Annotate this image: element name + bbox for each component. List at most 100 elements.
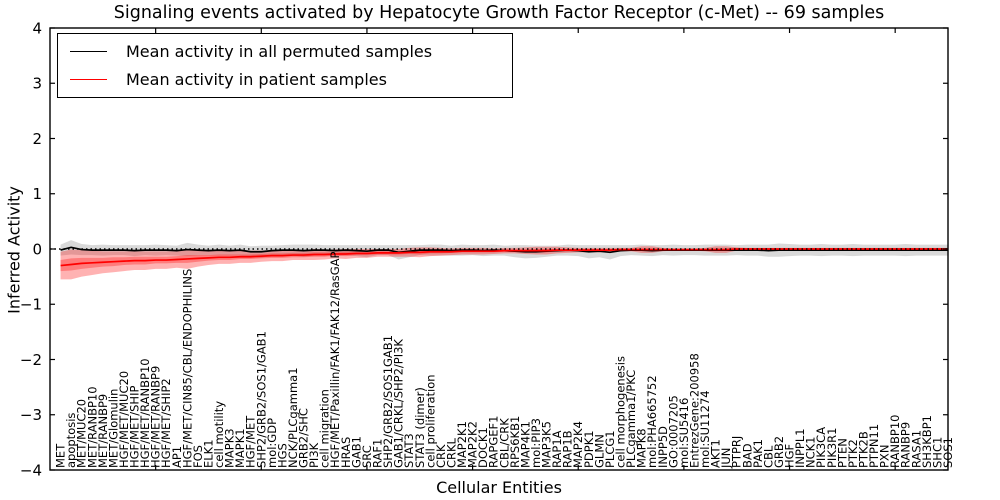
x-category-label: HGF/MET/RANBP9: [149, 366, 163, 468]
y-tick-label: 2: [32, 130, 42, 148]
x-category-label: mol:GDP: [265, 418, 279, 468]
x-category-label: HGF/MET/SHIP: [128, 386, 142, 468]
x-category-label: cell motility: [212, 401, 226, 468]
x-category-label: mol:PHA665752: [645, 375, 659, 468]
x-category-label: GLMN: [592, 434, 606, 468]
patient-inner-band: [60, 248, 949, 272]
x-category-label: HGF/MET/MUC20: [117, 371, 131, 468]
x-category-label: HGS: [275, 443, 289, 468]
x-category-label: MAP2K2: [466, 421, 480, 468]
x-category-label: MET/Glomulin: [106, 389, 120, 468]
y-tick-label: −1: [20, 296, 42, 314]
x-category-label: STAT3 (dimer): [413, 387, 427, 468]
x-category-label: NCK1: [804, 437, 818, 469]
x-category-label: PTK2: [846, 439, 860, 468]
x-category-label: MAP4K1: [518, 421, 532, 468]
legend-label-permuted: Mean activity in all permuted samples: [126, 41, 433, 61]
x-category-label: CBL: [761, 445, 775, 468]
x-category-label: JUN: [719, 448, 733, 469]
x-category-label: AP1: [170, 446, 184, 468]
x-category-label: HGF/MET/SHIP2: [159, 378, 173, 468]
x-category-label: cell proliferation: [423, 374, 437, 468]
x-category-label: PIK3R1: [825, 428, 839, 469]
x-category-label: SHP2/GRB2/SOS1/GAB1: [254, 331, 268, 468]
x-category-label: HGF/MET/CIN85/CBL/ENDOPHILINS: [180, 269, 194, 468]
patient-std-band: [60, 246, 949, 280]
x-category-label: MET/RANBP9: [96, 394, 110, 468]
legend-label-patient: Mean activity in patient samples: [126, 69, 387, 89]
x-category-label: RAP1B: [561, 430, 575, 468]
x-category-label: HGF/MET/Paxillin/FAK1/FAK12/RasGAP: [328, 251, 342, 468]
x-category-label: MAPK3: [223, 428, 237, 468]
x-category-label: apoptosis: [64, 413, 78, 468]
x-category-labels: METapoptosisMET/MUC20MET/RANBP10MET/RANB…: [54, 251, 955, 469]
x-category-label: CBL/CRK: [497, 418, 511, 468]
y-tick-label: 4: [32, 19, 42, 37]
x-category-label: PTPN11: [867, 424, 881, 468]
x-category-label: BAD: [740, 443, 754, 468]
x-category-label: CRK: [434, 444, 448, 468]
x-category-label: PLCgamma1/PKC: [624, 370, 638, 468]
x-category-label: GRB2: [772, 436, 786, 468]
x-category-label: RAPGEF1: [487, 416, 501, 468]
x-category-label: FOS: [191, 445, 205, 468]
x-category-label: MAPK8: [635, 428, 649, 468]
x-category-label: PLCG1: [603, 430, 617, 468]
x-category-label: SOS1: [941, 437, 955, 468]
x-category-label: MAP3K5: [540, 421, 554, 468]
x-category-label: SH3KBP1: [920, 415, 934, 468]
y-tick-label: −2: [20, 351, 42, 369]
x-category-label: mol:SU5416: [677, 398, 691, 468]
x-category-label: GAB1/CRKL/SHP2/PI3K: [392, 339, 406, 468]
y-axis-title: Inferred Activity: [4, 186, 24, 314]
x-category-label: SRC: [360, 445, 374, 468]
x-axis: [155, 28, 896, 470]
x-category-label: MAP2K1: [455, 421, 469, 468]
x-category-label: SHP2/GRB2/SOS1GAB1: [381, 335, 395, 468]
legend-item: Mean activity in patient samples: [58, 65, 512, 93]
x-category-label: HGF: [783, 444, 797, 468]
x-category-label: DOCK1: [476, 427, 490, 468]
x-category-label: PIK3CA: [814, 427, 828, 468]
x-category-label: cell morphogenesis: [613, 356, 627, 468]
x-category-label: CRKL: [444, 437, 458, 468]
x-category-label: cell migration: [318, 389, 332, 468]
x-category-label: PTPRJ: [730, 436, 744, 468]
x-category-label: AKT1: [709, 439, 723, 468]
x-axis-title: Cellular Entities: [436, 478, 562, 497]
legend-line-permuted-icon: [70, 50, 107, 52]
x-category-label: MET/MUC20: [75, 399, 89, 468]
x-category-label: MAP2K4: [571, 421, 585, 468]
legend: Mean activity in all permuted samples Me…: [57, 33, 513, 98]
x-category-label: GAB1: [349, 436, 363, 468]
x-category-label: PDPK1: [582, 430, 596, 468]
x-category-label: RPS6KB1: [508, 416, 522, 468]
x-category-label: MET/RANBP10: [85, 386, 99, 468]
x-category-label: mol:SU11274: [698, 390, 712, 468]
x-category-label: PAK1: [751, 439, 765, 468]
x-category-label: PTEN: [835, 438, 849, 468]
x-category-label: ELK1: [201, 439, 215, 468]
y-axis: −4 −3 −2 −1 0 1 2 3 4: [20, 19, 948, 479]
x-category-label: MAPK1: [233, 428, 247, 468]
x-category-label: MET: [54, 443, 68, 468]
legend-line-patient-icon: [70, 78, 107, 80]
y-tick-label: 0: [32, 240, 42, 258]
x-category-label: RASA1: [909, 430, 923, 468]
x-category-label: HRAS: [339, 437, 353, 468]
x-category-label: INPP5D: [656, 426, 670, 468]
x-category-label: HGF/MET: [244, 415, 258, 468]
x-category-label: PI3K: [307, 442, 321, 468]
x-category-label: mol:PIP3: [529, 418, 543, 468]
x-category-label: RANBP10: [888, 415, 902, 468]
x-category-label: RAF1: [371, 439, 385, 468]
x-category-label: PXN: [878, 445, 892, 468]
y-tick-label: 1: [32, 185, 42, 203]
y-tick-label: 3: [32, 75, 42, 93]
y-tick-label: −3: [20, 406, 42, 424]
legend-item: Mean activity in all permuted samples: [58, 37, 512, 65]
x-category-label: RAP1A: [550, 430, 564, 468]
x-category-label: HGF/MET/RANBP10: [138, 358, 152, 468]
